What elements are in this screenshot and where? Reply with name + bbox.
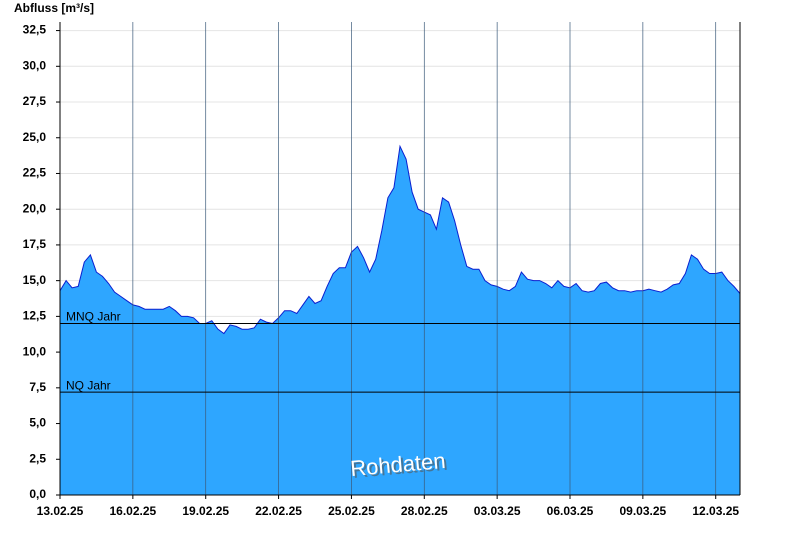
reference-label: MNQ Jahr [66, 310, 121, 324]
x-tick-label: 09.03.25 [619, 504, 666, 518]
y-tick-label: 10,0 [23, 344, 47, 358]
x-tick-label: 25.02.25 [328, 504, 375, 518]
y-tick-label: 0,0 [29, 487, 46, 501]
y-tick-label: 20,0 [23, 201, 47, 215]
area-outline [59, 144, 741, 335]
x-tick-label: 22.02.25 [255, 504, 302, 518]
x-tick-label: 16.02.25 [109, 504, 156, 518]
y-tick-label: 27,5 [23, 94, 47, 108]
x-tick-label: 06.03.25 [547, 504, 594, 518]
y-tick-label: 22,5 [23, 166, 47, 180]
chart-title: Abfluss [m³/s] [14, 1, 94, 15]
y-tick-label: 5,0 [29, 416, 46, 430]
x-tick-label: 28.02.25 [401, 504, 448, 518]
reference-label: NQ Jahr [66, 378, 111, 392]
y-tick-label: 17,5 [23, 237, 47, 251]
y-tick-label: 32,5 [23, 23, 47, 37]
x-tick-label: 03.03.25 [474, 504, 521, 518]
y-tick-label: 12,5 [23, 309, 47, 323]
y-tick-label: 30,0 [23, 58, 47, 72]
x-tick-label: 12.03.25 [692, 504, 739, 518]
y-tick-label: 7,5 [29, 380, 46, 394]
x-tick-label: 13.02.25 [37, 504, 84, 518]
y-tick-label: 15,0 [23, 273, 47, 287]
area [60, 146, 740, 496]
y-tick-label: 25,0 [23, 130, 47, 144]
x-tick-label: 19.02.25 [182, 504, 229, 518]
y-tick-label: 2,5 [29, 451, 46, 465]
